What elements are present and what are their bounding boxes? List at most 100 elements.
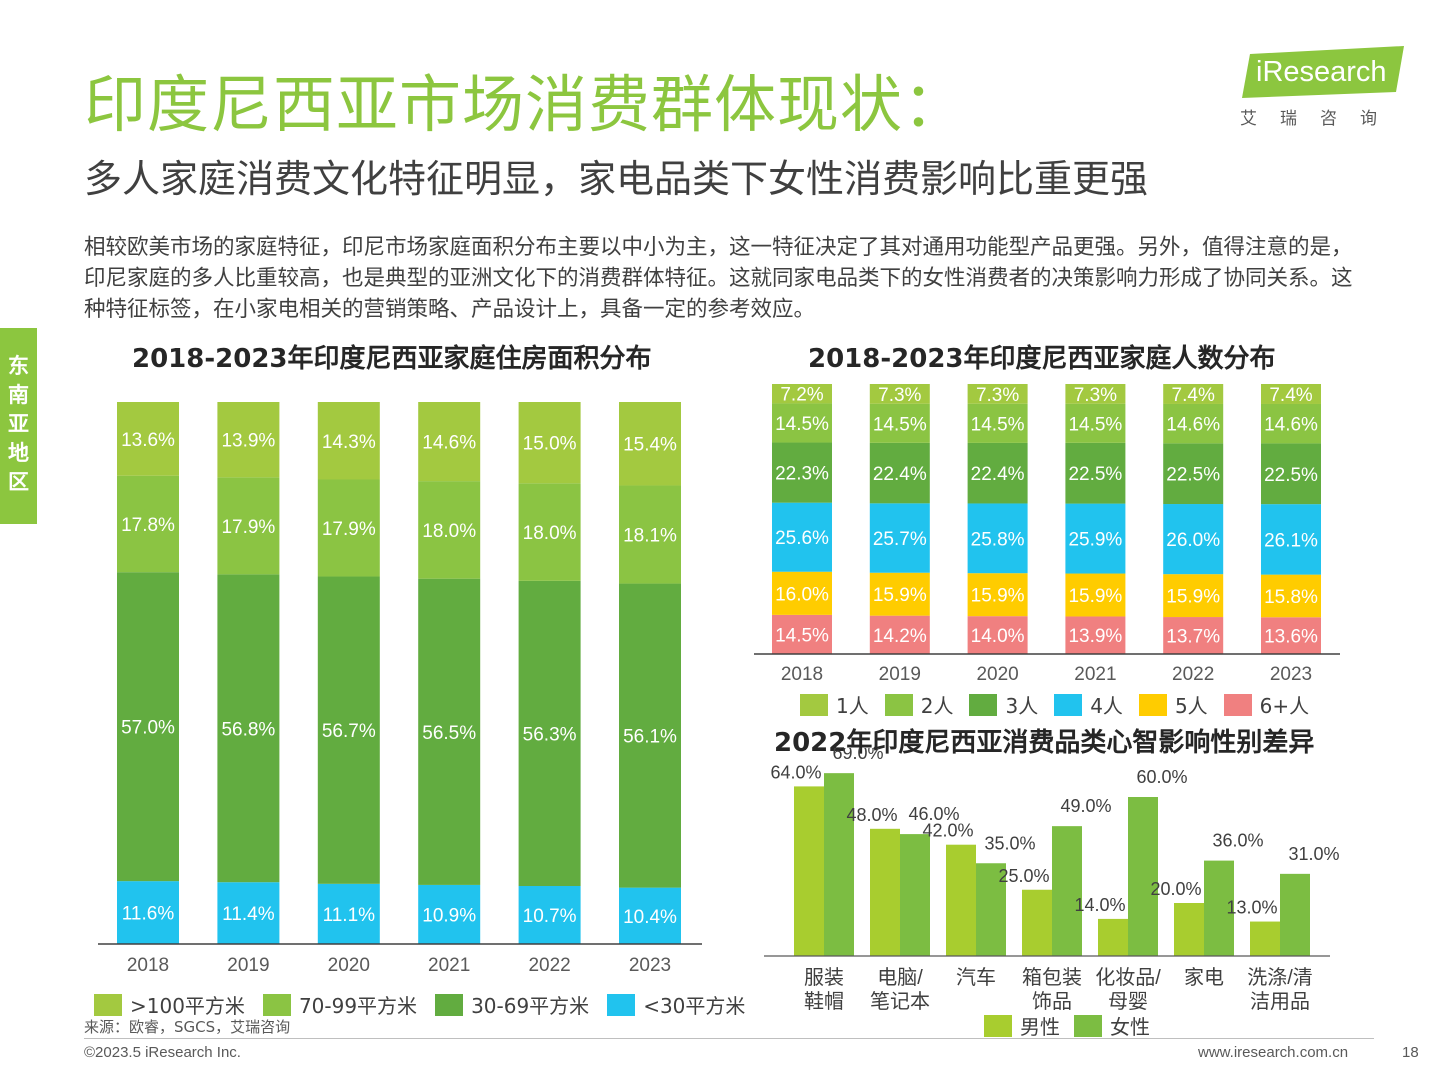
legend-item: 1人 [800, 690, 869, 719]
bar [1052, 826, 1082, 956]
data-label: 17.8% [121, 515, 175, 536]
x-tick-label: 2021 [1074, 664, 1116, 685]
bar-segment [317, 576, 380, 884]
data-label: 18.0% [523, 523, 577, 544]
bar-segment [772, 384, 832, 404]
bar [976, 863, 1006, 956]
bar-segment [117, 572, 179, 882]
bar [900, 834, 930, 956]
bar-segment [217, 574, 280, 883]
data-label: 11.6% [122, 904, 175, 925]
legend-label: 2人 [920, 694, 954, 718]
data-label: 46.0% [908, 804, 959, 824]
iresearch-logo: iResearch 艾瑞咨询 [1236, 46, 1406, 129]
chart3-legend: 男性 女性 [984, 1011, 1150, 1040]
logo-text: iResearch [1256, 56, 1387, 88]
x-tick-label: 笔记本 [870, 990, 930, 1013]
legend-swatch [262, 993, 291, 1016]
bar-segment [217, 882, 280, 944]
data-label: 56.1% [623, 727, 677, 748]
x-tick-label: 电脑/ [877, 966, 923, 989]
data-label: 11.1% [323, 905, 376, 926]
chart3-title: 2022年印度尼西亚消费品类心智影响性别差异 [774, 728, 1315, 758]
x-tick-label: 洗涤/清 [1247, 966, 1313, 989]
legend-label: 4人 [1090, 694, 1123, 718]
bar [1204, 860, 1234, 956]
bar-segment [967, 616, 1028, 654]
data-label: 56.5% [422, 723, 476, 744]
data-label: 22.4% [971, 464, 1025, 485]
data-label: 10.4% [623, 907, 677, 928]
bar-segment [418, 402, 481, 482]
data-label: 15.4% [623, 435, 677, 456]
data-label: 16.0% [775, 584, 829, 605]
bar-segment [1261, 617, 1321, 654]
bar-segment [1163, 617, 1224, 654]
legend-label: 70-99平方米 [298, 994, 418, 1018]
region-side-tab: 东南亚地区 [0, 328, 37, 524]
legend-item: 3人 [969, 690, 1038, 719]
bar-segment [619, 583, 681, 888]
bar-segment [772, 403, 832, 443]
bar-segment [869, 615, 930, 654]
data-label: 60.0% [1136, 767, 1187, 787]
data-label: 25.8% [971, 529, 1025, 550]
bar-segment [1065, 616, 1126, 654]
logo-badge-shape [1242, 46, 1404, 98]
bar-segment [117, 402, 179, 476]
copyright-text: ©2023.5 iResearch Inc. [84, 1044, 241, 1061]
x-tick-label: 鞋帽 [804, 990, 844, 1013]
bar [1174, 903, 1204, 956]
x-tick-label: 汽车 [956, 966, 996, 989]
legend-item: >100平方米 [94, 990, 245, 1019]
data-label: 57.0% [121, 718, 175, 739]
website-link[interactable]: www.iresearch.com.cn [1198, 1044, 1349, 1061]
bar-segment [1163, 384, 1224, 404]
bar-segment [117, 881, 179, 944]
data-label: 22.5% [1166, 465, 1220, 486]
chart1-legend: >100平方米 70-99平方米 30-69平方米 <30平方米 [94, 990, 745, 1019]
bar-segment [869, 572, 930, 616]
data-label: 7.4% [1172, 385, 1215, 406]
data-label: 22.5% [1068, 464, 1122, 485]
x-tick-label: 2023 [629, 955, 671, 976]
x-tick-label: 2023 [1270, 664, 1312, 685]
legend-item: 6+人 [1223, 690, 1309, 719]
bar [870, 828, 900, 956]
bar [1022, 889, 1052, 956]
legend-swatch [1223, 693, 1252, 716]
bar-segment [1163, 574, 1224, 618]
legend-label: 30-69平方米 [471, 994, 590, 1018]
footer-divider [84, 1038, 1374, 1039]
logo-subtext: 艾瑞咨询 [1240, 109, 1400, 129]
data-label: 25.7% [873, 529, 927, 550]
legend-item: 70-99平方米 [262, 990, 418, 1019]
data-label: 14.2% [873, 626, 927, 647]
bar [1280, 873, 1310, 956]
legend-item: 30-69平方米 [435, 990, 589, 1019]
side-tab-char: 东 [8, 354, 29, 378]
bar-segment [1261, 403, 1321, 444]
data-label: 14.6% [422, 433, 476, 454]
bar [824, 773, 854, 956]
bar-segment [967, 384, 1028, 404]
bar-segment [418, 481, 481, 579]
bar-segment [317, 883, 380, 944]
data-label: 14.0% [971, 626, 1025, 647]
data-label: 10.7% [523, 906, 577, 927]
x-tick-label: 2022 [1172, 664, 1214, 685]
bar [1098, 918, 1128, 956]
data-label: 18.0% [422, 521, 476, 542]
data-label: 26.1% [1264, 530, 1318, 551]
data-label: 17.9% [221, 517, 275, 538]
legend-label: 3人 [1005, 694, 1039, 718]
data-label: 7.3% [1074, 385, 1117, 406]
x-tick-label: 化妆品/ [1095, 966, 1161, 989]
x-tick-label: 家电 [1184, 966, 1224, 989]
household-size-chart: 14.5% 16.0% 25.6% 22.3% 14.5% 7.2% 2018 14.2% 15… [754, 384, 1340, 685]
bar-segment [869, 403, 930, 443]
bar-segment [1065, 403, 1126, 443]
x-tick-label: 母婴 [1108, 991, 1148, 1013]
bar [794, 786, 824, 956]
bar [1128, 797, 1158, 956]
